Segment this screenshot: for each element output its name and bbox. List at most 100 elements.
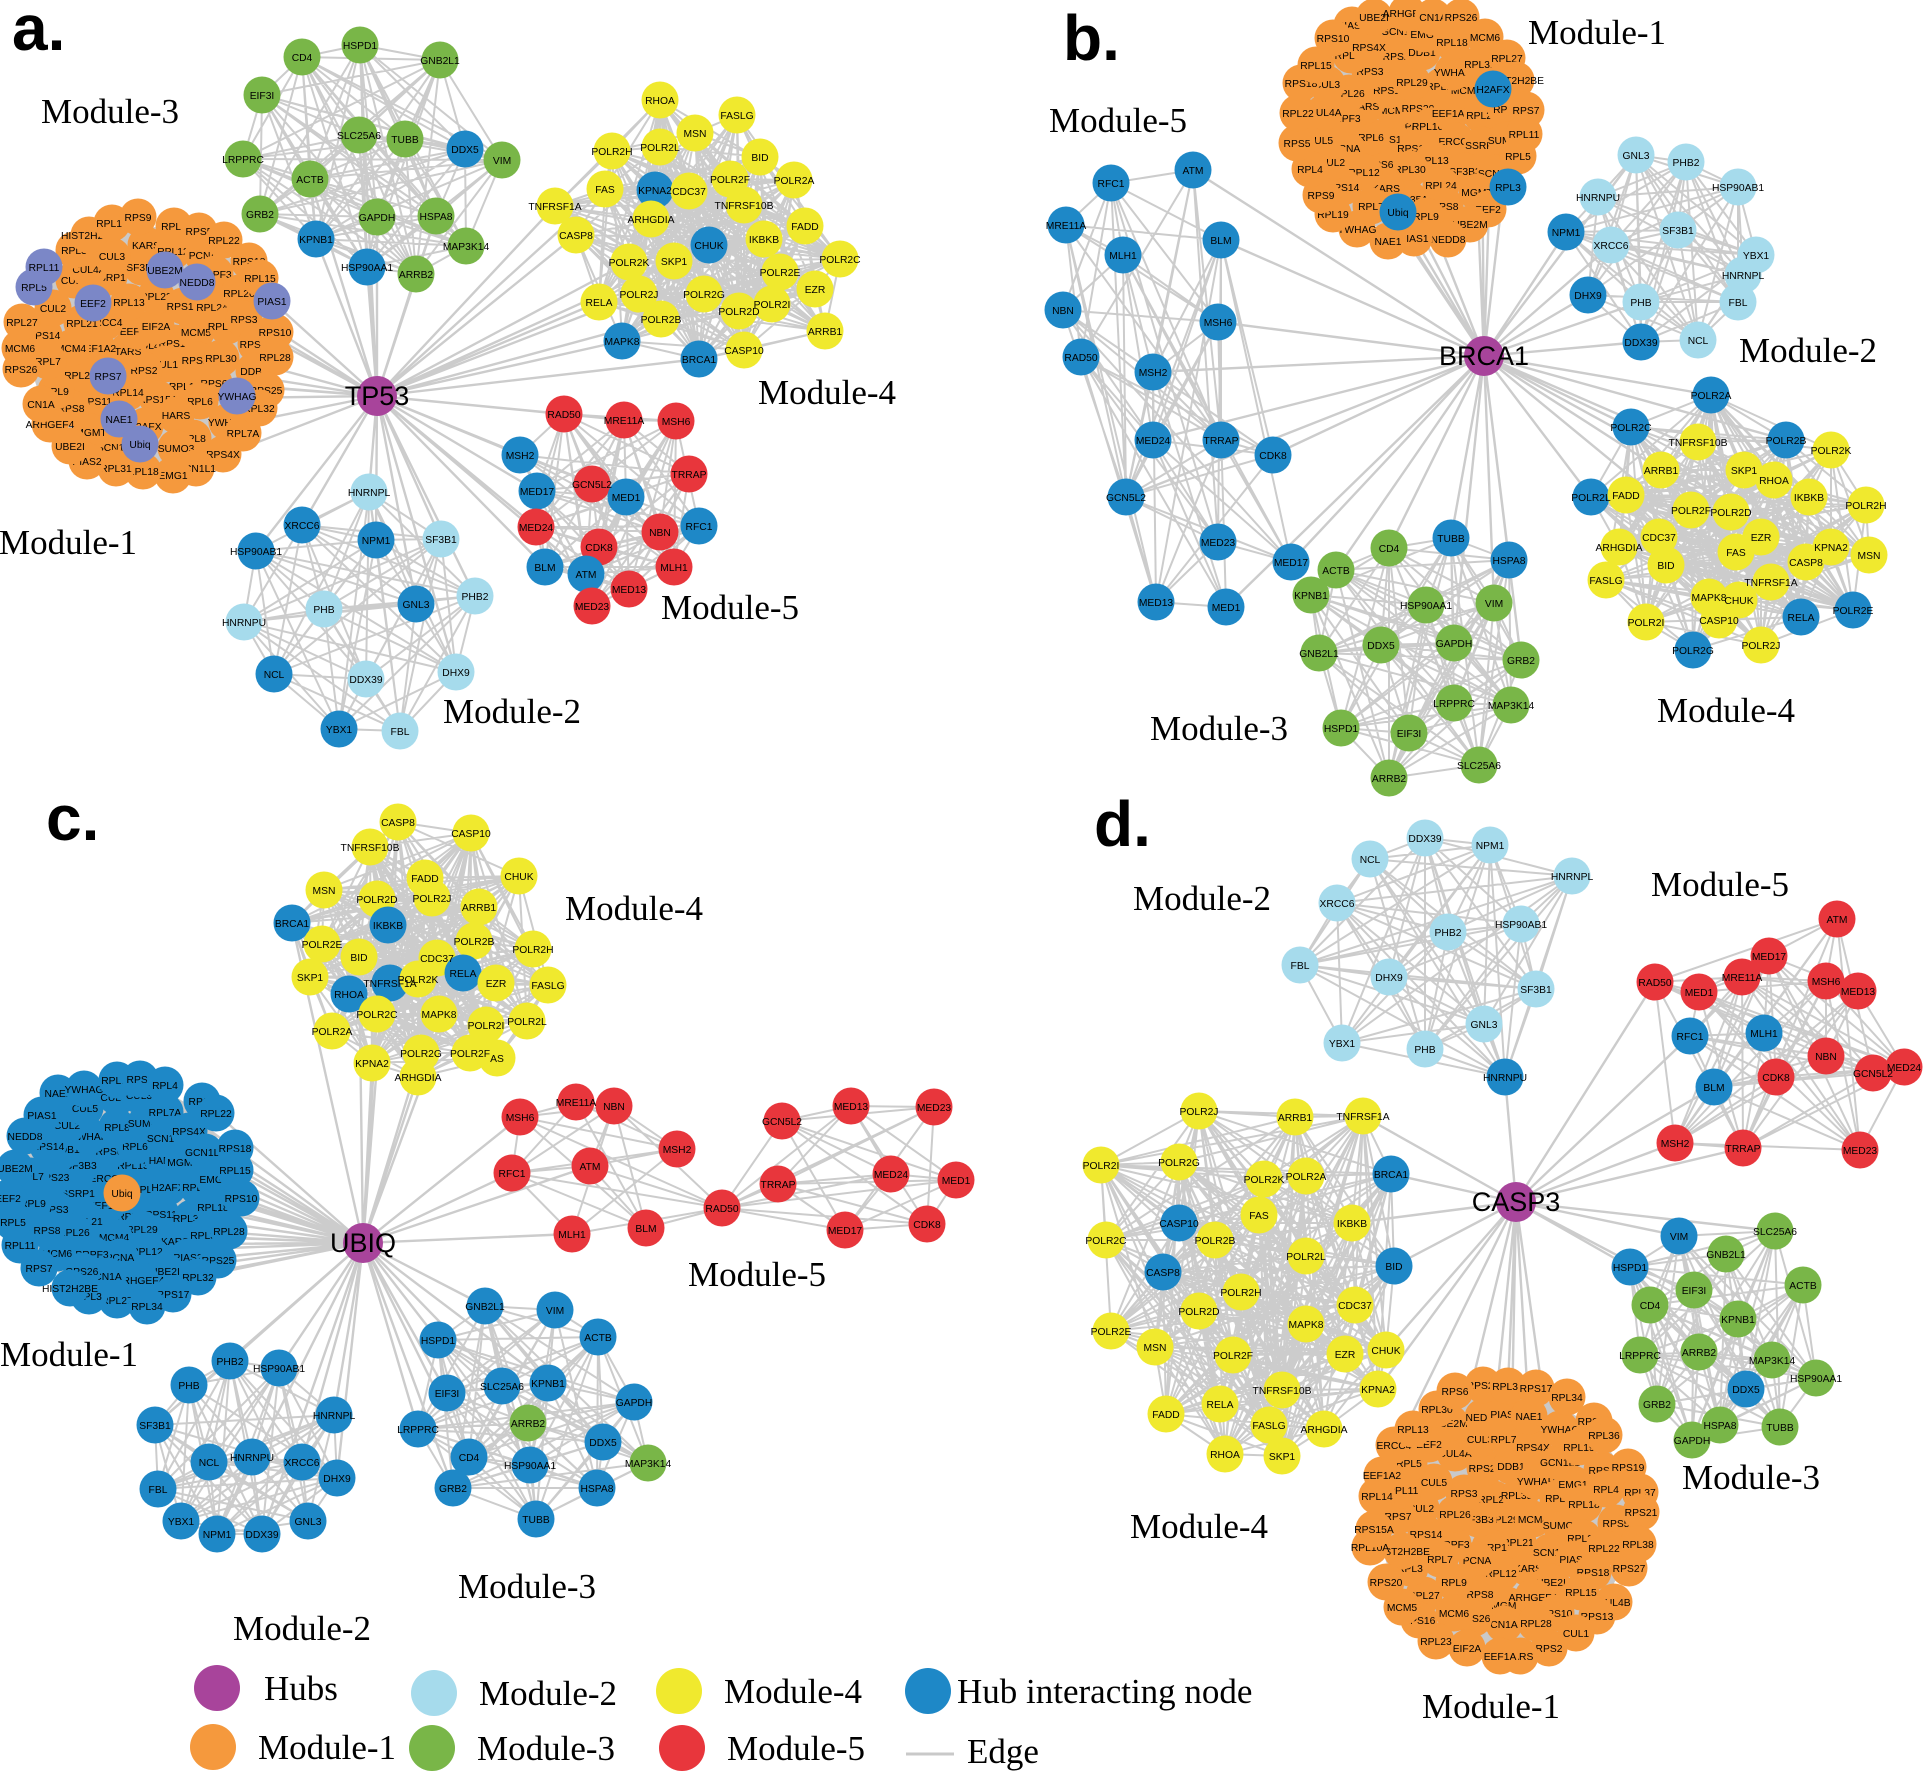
svg-text:POLR2L: POLR2L [640, 143, 680, 154]
svg-text:RPL27: RPL27 [101, 1296, 133, 1307]
svg-text:Module-4: Module-4 [724, 1672, 862, 1711]
svg-text:FASLG: FASLG [720, 111, 753, 122]
svg-text:HSP90AA1: HSP90AA1 [1790, 1374, 1842, 1385]
svg-text:XRCC6: XRCC6 [1594, 241, 1629, 252]
svg-text:RPL29: RPL29 [126, 1225, 158, 1236]
svg-text:CD4: CD4 [459, 1453, 480, 1464]
svg-text:PCNA: PCNA [106, 1253, 135, 1264]
svg-text:POLR2H: POLR2H [591, 147, 632, 158]
svg-text:TNFRSF10B: TNFRSF10B [341, 843, 400, 854]
svg-text:RPS10: RPS10 [225, 1194, 258, 1205]
svg-text:CDC37: CDC37 [1338, 1301, 1372, 1312]
svg-text:PHB: PHB [1630, 298, 1651, 309]
svg-text:RPL32: RPL32 [243, 404, 275, 415]
svg-text:MED23: MED23 [917, 1103, 952, 1114]
svg-text:RPL5: RPL5 [1505, 152, 1531, 163]
svg-text:HARS: HARS [149, 1156, 178, 1167]
svg-text:MAPK8: MAPK8 [1692, 593, 1727, 604]
svg-text:RPL3: RPL3 [61, 246, 87, 257]
svg-text:GAPDH: GAPDH [1436, 639, 1473, 650]
svg-text:CUL2: CUL2 [54, 1121, 81, 1132]
svg-text:ATM: ATM [580, 1162, 601, 1173]
svg-text:MED24: MED24 [874, 1170, 909, 1181]
svg-text:NCL: NCL [1688, 336, 1709, 347]
svg-text:TP53: TP53 [345, 381, 410, 411]
svg-text:SLC25A6: SLC25A6 [480, 1382, 524, 1393]
svg-text:RPL4: RPL4 [1297, 165, 1323, 176]
svg-text:CASP10: CASP10 [724, 346, 764, 357]
svg-text:KARS: KARS [132, 241, 160, 252]
svg-text:RPL24: RPL24 [1425, 181, 1457, 192]
svg-text:GRB2: GRB2 [1643, 1400, 1671, 1411]
svg-text:PIAS2: PIAS2 [173, 1253, 202, 1264]
svg-text:CUL5: CUL5 [72, 1104, 99, 1115]
svg-text:HSP90AB1: HSP90AB1 [230, 547, 282, 558]
svg-text:GNB2L1: GNB2L1 [1706, 1250, 1746, 1261]
svg-text:POLR2G: POLR2G [683, 290, 725, 301]
svg-text:LRPPRC: LRPPRC [1619, 1351, 1661, 1362]
svg-text:MED23: MED23 [1843, 1146, 1878, 1157]
svg-text:GNL3: GNL3 [403, 600, 430, 611]
svg-text:MCM5: MCM5 [181, 328, 212, 339]
svg-text:MED23: MED23 [575, 602, 610, 613]
svg-text:MSH6: MSH6 [506, 1113, 535, 1124]
svg-text:BLM: BLM [635, 1224, 656, 1235]
svg-text:VIM: VIM [493, 156, 511, 167]
svg-text:RPL7A: RPL7A [227, 429, 260, 440]
svg-text:SUMO3: SUMO3 [158, 444, 195, 455]
svg-text:MCM6: MCM6 [42, 1249, 73, 1260]
svg-text:SF3B1: SF3B1 [1662, 226, 1694, 237]
svg-text:CUL5: CUL5 [61, 276, 88, 287]
svg-text:TNFRSF10B: TNFRSF10B [715, 201, 774, 212]
svg-text:SF3B1: SF3B1 [425, 535, 457, 546]
svg-text:CN1A: CN1A [94, 1272, 122, 1283]
svg-text:EEF1A: EEF1A [1484, 1652, 1517, 1663]
svg-text:RPS25: RPS25 [1467, 1381, 1500, 1392]
svg-text:HNRNPU: HNRNPU [1576, 193, 1620, 204]
svg-text:RPS23: RPS23 [240, 340, 273, 351]
svg-text:POLR2K: POLR2K [1244, 1175, 1285, 1186]
svg-text:MCM4: MCM4 [1518, 1515, 1549, 1526]
svg-text:RELA: RELA [1207, 1400, 1234, 1411]
svg-text:DHX9: DHX9 [1574, 291, 1602, 302]
svg-text:EEF1A: EEF1A [120, 327, 153, 338]
svg-text:RPL21: RPL21 [1466, 111, 1498, 122]
svg-text:POLR2I: POLR2I [1628, 618, 1665, 629]
svg-text:RPL14: RPL14 [1361, 1492, 1393, 1503]
svg-text:ACTB: ACTB [1322, 566, 1350, 577]
svg-text:HNRNPL: HNRNPL [1722, 271, 1765, 282]
svg-text:POLR2K: POLR2K [1811, 446, 1852, 457]
svg-text:RPS11: RPS11 [1373, 86, 1405, 97]
svg-text:BLM: BLM [1703, 1083, 1724, 1094]
svg-text:RPL37: RPL37 [1624, 1488, 1656, 1499]
svg-text:RPL18: RPL18 [127, 467, 159, 478]
svg-text:EZR: EZR [805, 285, 826, 296]
svg-text:ATM: ATM [576, 570, 597, 581]
svg-text:YWHAG: YWHAG [1338, 225, 1377, 236]
svg-text:CDK8: CDK8 [585, 543, 613, 554]
svg-text:RPL34: RPL34 [131, 1302, 163, 1313]
svg-text:PCNA: PCNA [189, 251, 218, 262]
svg-text:TUBB: TUBB [1437, 534, 1465, 545]
svg-text:RPS13: RPS13 [159, 339, 192, 350]
svg-text:PHB2: PHB2 [217, 1357, 244, 1368]
svg-text:CHUK: CHUK [1371, 1346, 1400, 1357]
svg-text:YWHAH: YWHAH [1517, 1477, 1555, 1488]
svg-text:IKBKB: IKBKB [1337, 1219, 1367, 1230]
svg-text:HNRNPL: HNRNPL [348, 488, 391, 499]
svg-text:SUMO3: SUMO3 [1543, 1521, 1580, 1532]
svg-text:RPS18: RPS18 [1577, 1568, 1610, 1579]
svg-text:RPS15A: RPS15A [138, 395, 178, 406]
svg-text:MSH2: MSH2 [663, 1145, 692, 1156]
svg-text:UBE2M: UBE2M [147, 266, 182, 277]
svg-text:ARHGDIA: ARHGDIA [395, 1073, 442, 1084]
svg-text:SCN1A: SCN1A [97, 443, 131, 454]
svg-text:DDX5: DDX5 [1367, 641, 1395, 652]
svg-text:CASP8: CASP8 [381, 818, 415, 829]
svg-text:SKP1: SKP1 [661, 257, 688, 268]
svg-text:Module-3: Module-3 [1682, 1458, 1820, 1497]
svg-text:POLR2K: POLR2K [398, 975, 439, 986]
svg-text:EZR: EZR [1335, 1350, 1356, 1361]
svg-text:POLR2D: POLR2D [1178, 1307, 1219, 1318]
svg-text:ARHGEF4: ARHGEF4 [116, 1276, 165, 1287]
